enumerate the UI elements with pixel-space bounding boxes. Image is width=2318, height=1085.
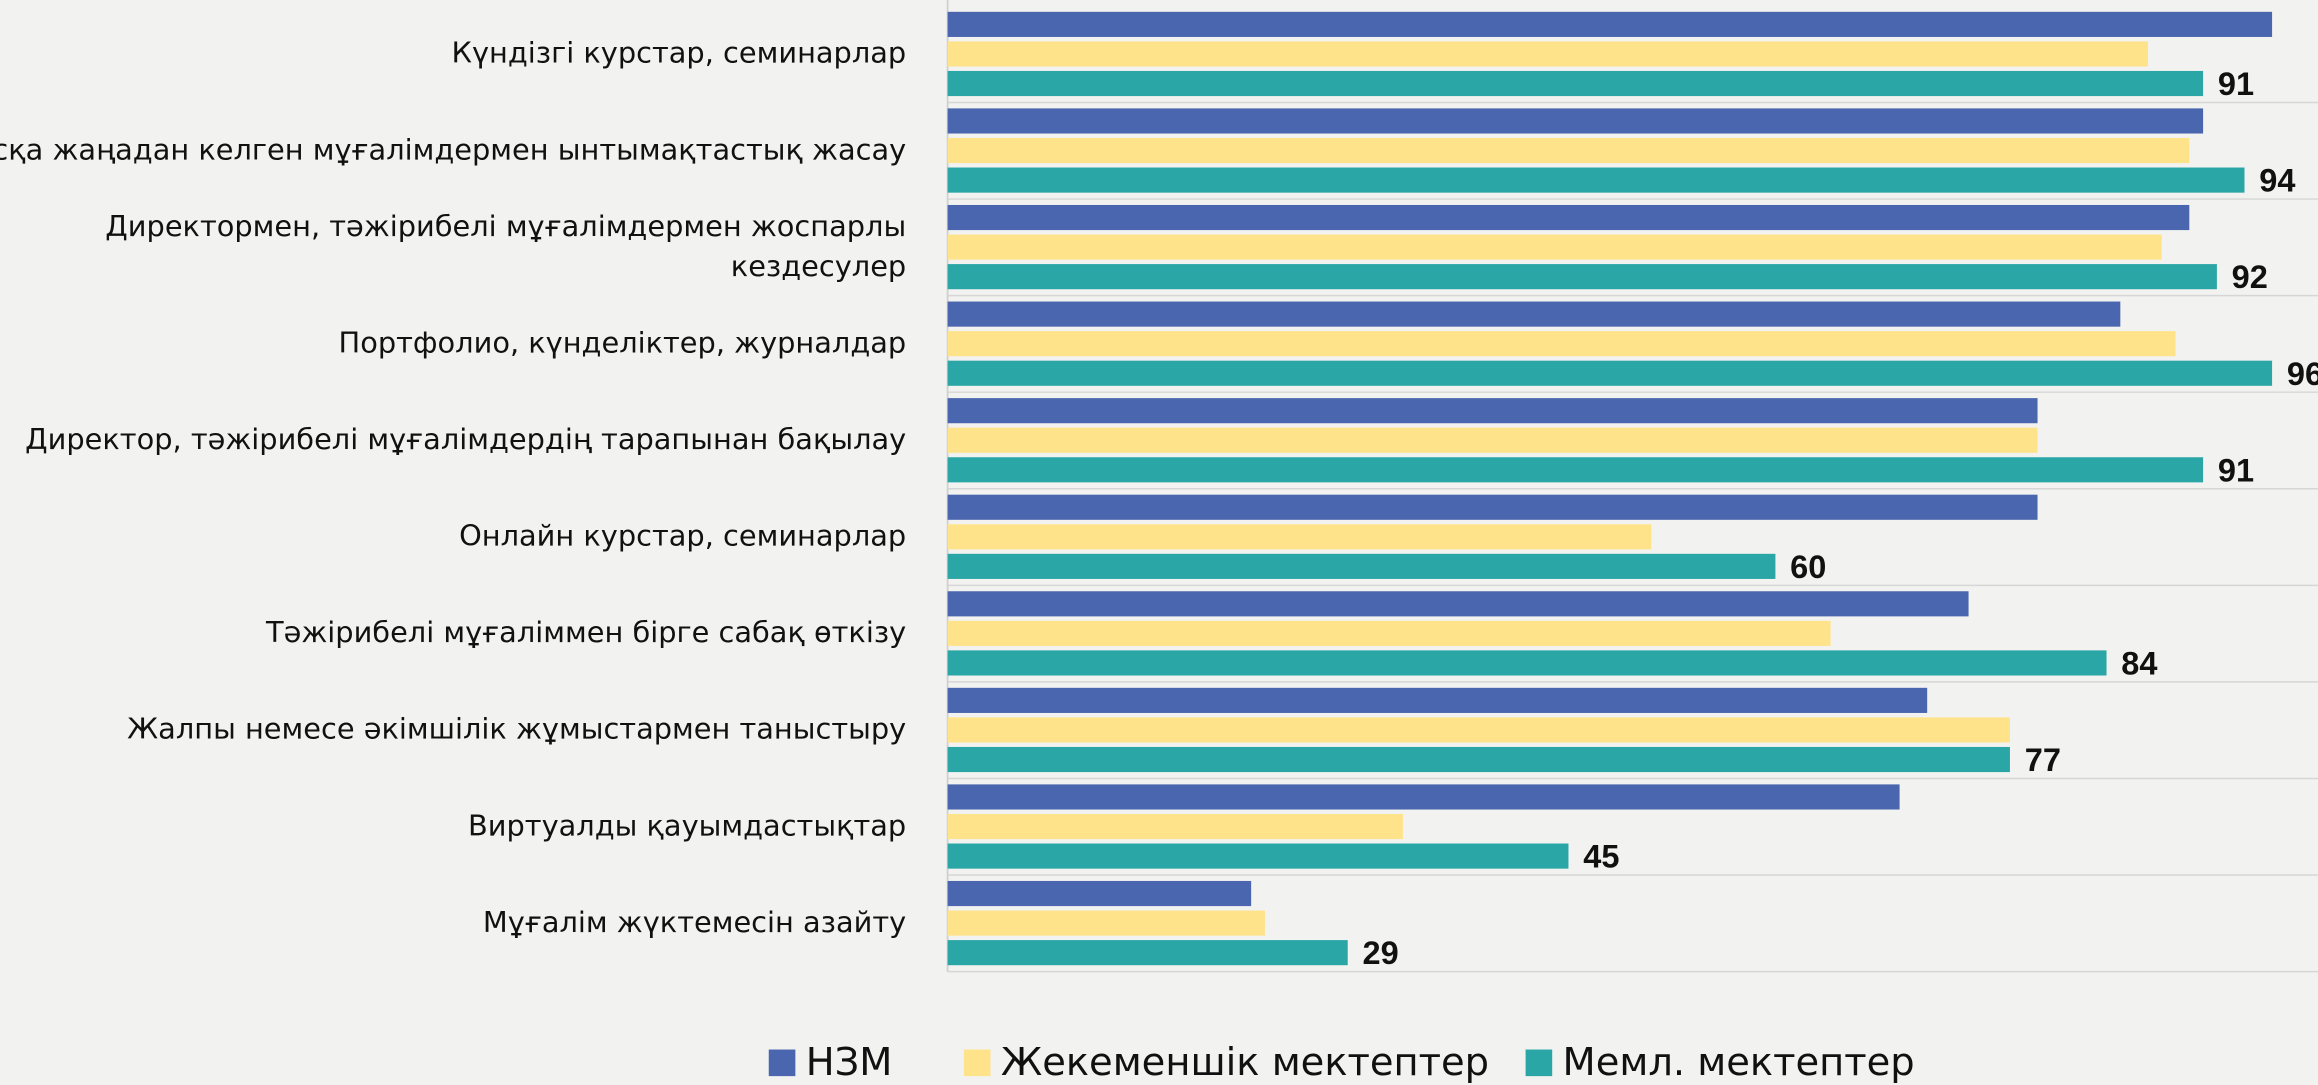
bar <box>947 591 1969 617</box>
bar <box>947 360 2273 386</box>
value-label: 91 <box>2218 452 2254 488</box>
bar <box>947 843 1569 869</box>
bar <box>947 650 2107 676</box>
bar <box>947 494 2038 520</box>
bar <box>947 167 2245 193</box>
category-label: Директор, тәжірибелі мұғалімдердің тарап… <box>25 422 906 456</box>
category-label: Тәжірибелі мұғаліммен бірге сабақ өткізу <box>265 615 906 649</box>
legend-swatch <box>768 1049 796 1077</box>
category-label: Жалпы немесе әкімшілік жұмыстармен таныс… <box>127 712 906 746</box>
legend-swatch <box>1525 1049 1553 1077</box>
bar <box>947 301 2121 327</box>
bar <box>947 717 2010 743</box>
value-label: 96 <box>2287 356 2318 392</box>
value-label: 29 <box>1362 935 1398 971</box>
bar <box>947 41 2148 67</box>
bar <box>947 204 2190 231</box>
bar <box>947 784 1900 810</box>
category-label: Директормен, тәжірибелі мұғалімдермен жо… <box>105 209 906 283</box>
category-label: Онлайн курстар, семинарлар <box>459 519 906 553</box>
bar <box>947 70 2204 97</box>
value-label: 91 <box>2218 66 2254 102</box>
bar <box>947 813 1403 840</box>
category-label: Күндізгі курстар, семинарлар <box>452 36 907 70</box>
value-label: 84 <box>2121 645 2157 681</box>
value-label: 45 <box>1583 839 1619 875</box>
value-label: 77 <box>2025 742 2061 778</box>
bar <box>947 137 2190 164</box>
bar <box>947 910 1265 936</box>
category-label: Виртуалды қауымдастықтар <box>468 808 906 842</box>
category-label: Портфолио, күнделіктер, журналдар <box>339 325 907 359</box>
bar <box>947 457 2204 483</box>
bar <box>947 331 2176 357</box>
bar <box>947 880 1252 907</box>
bar <box>947 398 2038 424</box>
bar <box>947 940 1348 966</box>
bar <box>947 620 1831 646</box>
bar <box>947 746 2010 773</box>
legend-label: Жекеменшік мектептер <box>1001 1040 1489 1085</box>
bar <box>947 234 2162 260</box>
legend-label: Мемл. мектептер <box>1563 1040 1915 1085</box>
category-label: Басқа жаңадан келген мұғалімдермен ынтым… <box>0 132 906 166</box>
bar <box>947 553 1776 579</box>
bar <box>947 108 2204 134</box>
legend-label: НЗМ <box>806 1040 893 1085</box>
bar <box>947 264 2217 290</box>
bar <box>947 524 1652 550</box>
value-label: 60 <box>1790 549 1826 585</box>
category-label: Мұғалім жүктемесін азайту <box>483 905 906 939</box>
value-label: 92 <box>2232 259 2268 295</box>
bar <box>947 687 1928 713</box>
value-label: 94 <box>2259 163 2295 199</box>
bar <box>947 11 2273 37</box>
legend-swatch <box>963 1049 991 1077</box>
bar <box>947 427 2038 453</box>
